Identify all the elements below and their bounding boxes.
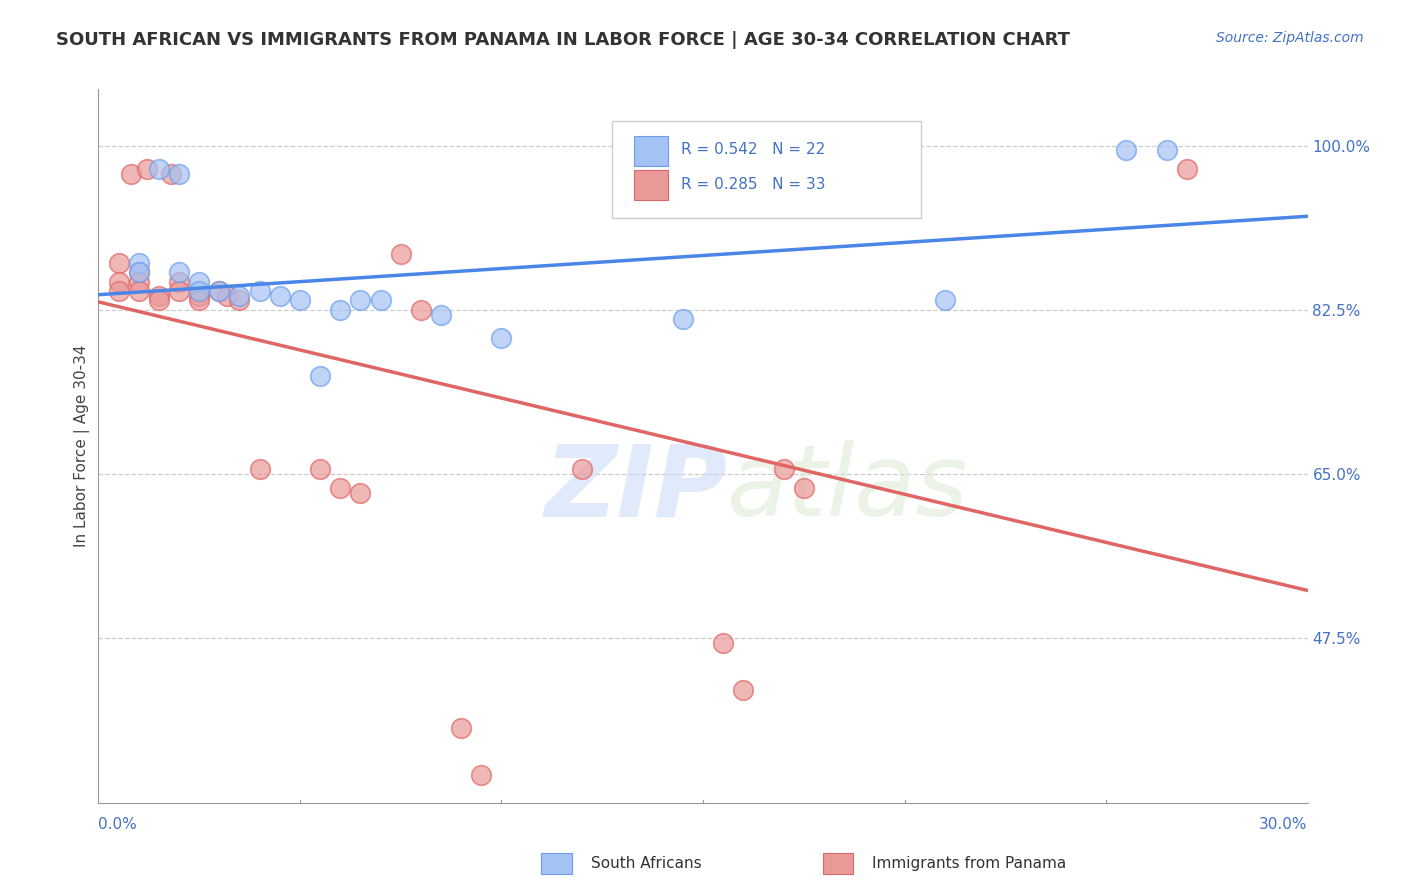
Point [128, 275, 150, 289]
Y-axis label: In Labor Force | Age 30-34: In Labor Force | Age 30-34 [75, 344, 90, 548]
Point [107, 256, 129, 270]
Point [217, 289, 239, 303]
Point [1175, 161, 1198, 176]
Point [148, 289, 170, 303]
Point [288, 293, 311, 308]
Point [188, 289, 211, 303]
FancyBboxPatch shape [613, 121, 921, 218]
Point [389, 246, 412, 260]
Text: Source: ZipAtlas.com: Source: ZipAtlas.com [1216, 31, 1364, 45]
Point [249, 284, 271, 298]
Point [450, 721, 472, 735]
Point [934, 293, 956, 308]
Point [571, 462, 593, 476]
Point [349, 293, 371, 308]
Text: 0.0%: 0.0% [98, 817, 138, 832]
Point [167, 265, 190, 279]
Point [772, 462, 794, 476]
Point [329, 481, 352, 495]
Text: ZIP: ZIP [544, 441, 727, 537]
Point [1115, 143, 1137, 157]
Point [430, 308, 453, 322]
Point [188, 293, 211, 308]
Point [793, 481, 815, 495]
Point [349, 486, 371, 500]
Text: R = 0.285   N = 33: R = 0.285 N = 33 [682, 177, 825, 192]
Point [107, 284, 129, 298]
Point [491, 331, 513, 345]
Point [711, 636, 734, 650]
Point [120, 167, 142, 181]
FancyBboxPatch shape [634, 136, 668, 166]
Point [228, 289, 250, 303]
Point [370, 293, 392, 308]
Text: atlas: atlas [727, 441, 969, 537]
Text: Immigrants from Panama: Immigrants from Panama [872, 856, 1066, 871]
Point [470, 767, 492, 781]
Point [309, 368, 332, 383]
Point [672, 312, 695, 326]
Point [208, 284, 231, 298]
Point [1156, 143, 1178, 157]
Point [135, 161, 157, 176]
Point [167, 167, 190, 181]
Point [148, 293, 170, 308]
Point [269, 289, 291, 303]
Point [228, 293, 250, 308]
Point [167, 284, 190, 298]
Point [128, 265, 150, 279]
FancyBboxPatch shape [634, 169, 668, 200]
Point [733, 683, 755, 698]
Text: SOUTH AFRICAN VS IMMIGRANTS FROM PANAMA IN LABOR FORCE | AGE 30-34 CORRELATION C: SOUTH AFRICAN VS IMMIGRANTS FROM PANAMA … [56, 31, 1070, 49]
Point [329, 302, 352, 317]
Point [188, 284, 211, 298]
Point [128, 265, 150, 279]
Point [160, 167, 183, 181]
Point [188, 275, 211, 289]
Text: South Africans: South Africans [591, 856, 702, 871]
Text: 30.0%: 30.0% [1260, 817, 1308, 832]
Point [128, 256, 150, 270]
Point [249, 462, 271, 476]
Point [409, 302, 432, 317]
Point [208, 284, 231, 298]
Point [128, 284, 150, 298]
Point [148, 161, 170, 176]
Point [309, 462, 332, 476]
Point [167, 275, 190, 289]
Point [651, 161, 673, 176]
Text: R = 0.542   N = 22: R = 0.542 N = 22 [682, 143, 825, 157]
Point [107, 275, 129, 289]
